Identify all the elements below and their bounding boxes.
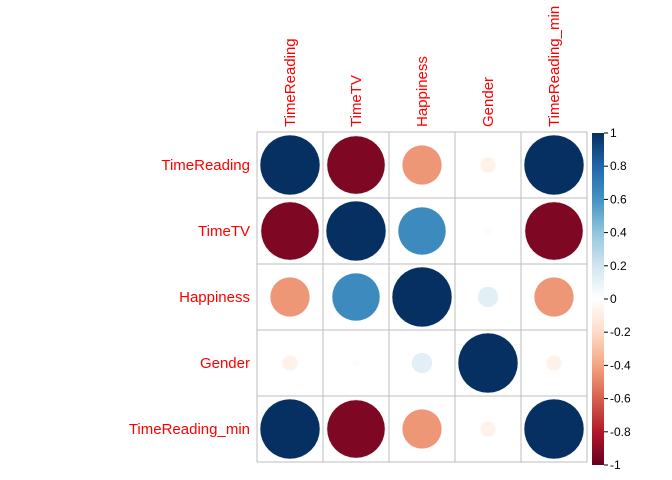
corr-circle-TimeTV-TimeReading_min	[524, 201, 584, 261]
corr-circle-Happiness-TimeReading	[269, 276, 311, 318]
corr-circle-TimeReading_min-TimeReading	[259, 398, 321, 460]
corr-circle-TimeReading-TimeReading	[259, 134, 321, 196]
row-label: TimeReading	[161, 157, 250, 174]
column-label: TimeReading	[282, 38, 299, 127]
corr-circle-TimeReading_min-TimeTV	[326, 399, 386, 459]
corr-circle-TimeTV-Gender	[483, 226, 493, 236]
colorbar-tick-label: 0.2	[610, 259, 627, 273]
row-label: TimeReading_min	[129, 421, 250, 438]
corr-circle-TimeReading-Gender	[479, 156, 497, 174]
corr-circle-TimeReading_min-Happiness	[401, 408, 443, 450]
colorbar-tick-label: -0.8	[610, 425, 631, 439]
corr-circle-TimeTV-TimeReading	[260, 201, 320, 261]
colorbar-tick-label: 0	[610, 292, 617, 306]
corr-circle-TimeReading-Happiness	[401, 144, 443, 186]
row-label: Happiness	[179, 289, 250, 306]
column-label: TimeTV	[348, 75, 365, 127]
row-label: TimeTV	[198, 223, 250, 240]
grid	[256, 131, 588, 463]
corr-circle-Happiness-TimeTV	[331, 272, 381, 322]
colorbar-tick-label: 0.8	[610, 159, 627, 173]
colorbar-gradient	[592, 133, 604, 465]
corr-circle-TimeReading_min-TimeReading_min	[523, 398, 585, 460]
column-label: Happiness	[414, 56, 431, 127]
colorbar-tick-label: -1	[610, 458, 621, 472]
colorbar-tick-label: 0.4	[610, 226, 627, 240]
correlation-circles	[259, 134, 585, 460]
corr-circle-Happiness-TimeReading_min	[533, 276, 575, 318]
corr-circle-TimeReading-TimeReading_min	[523, 134, 585, 196]
colorbar-tick-label: -0.6	[610, 392, 631, 406]
column-labels: TimeReading TimeTV Happiness Gender TimeRead…	[282, 6, 563, 127]
corr-circle-Gender-Happiness	[411, 352, 433, 374]
colorbar-tick-label: -0.2	[610, 325, 631, 339]
corr-circle-Happiness-Gender	[477, 286, 499, 308]
row-label: Gender	[200, 355, 250, 372]
corr-circle-TimeReading_min-Gender	[479, 420, 497, 438]
colorbar-tick-label: 0.6	[610, 192, 627, 206]
row-labels: TimeReading TimeTV Happiness Gender TimeRead…	[129, 157, 250, 438]
column-label: Gender	[480, 77, 497, 127]
colorbar-tick-label: -0.4	[610, 358, 631, 372]
corr-circle-Gender-TimeReading	[281, 354, 299, 372]
colorbar: 1 0.8 0.6 0.4 0.2 0 -0.2 -0.4 -0.6 -0.8 -1	[592, 126, 631, 472]
colorbar-tick-label: 1	[610, 126, 617, 140]
corr-circle-TimeTV-TimeTV	[325, 200, 387, 262]
corr-circle-Gender-TimeReading_min	[545, 354, 563, 372]
corr-circle-TimeReading-TimeTV	[326, 135, 386, 195]
column-label: TimeReading_min	[546, 6, 563, 127]
corr-circle-Gender-Gender	[457, 332, 519, 394]
corr-circle-Gender-TimeTV	[351, 358, 361, 368]
corr-circle-TimeTV-Happiness	[397, 206, 447, 256]
corr-circle-Happiness-Happiness	[391, 266, 453, 328]
